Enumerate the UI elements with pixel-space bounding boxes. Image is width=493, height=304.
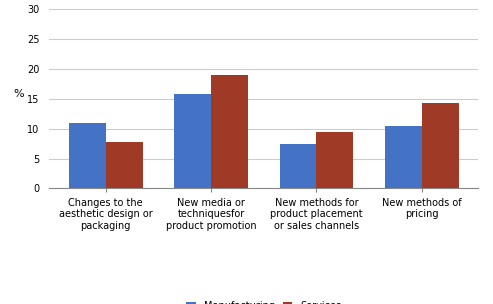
Bar [317, 132, 353, 188]
Bar [106, 142, 142, 188]
Bar [69, 123, 106, 188]
Bar [174, 94, 211, 188]
Bar [385, 126, 422, 188]
Bar [211, 75, 248, 188]
Legend: Manufacturing, Services: Manufacturing, Services [182, 297, 345, 304]
Bar [422, 103, 458, 188]
Bar [280, 144, 317, 188]
Y-axis label: %: % [13, 89, 24, 99]
